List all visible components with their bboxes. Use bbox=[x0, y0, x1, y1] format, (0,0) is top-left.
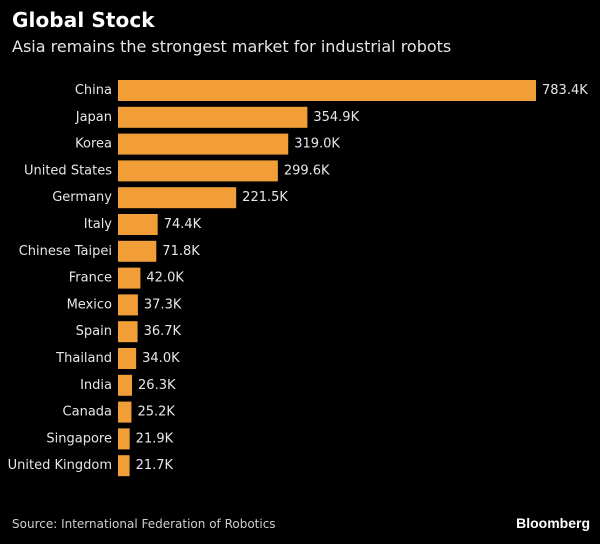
chart-subtitle: Asia remains the strongest market for in… bbox=[12, 37, 452, 56]
category-label: Germany bbox=[52, 190, 112, 205]
value-label: 71.8K bbox=[162, 244, 200, 259]
source-note: Source: International Federation of Robo… bbox=[12, 517, 276, 531]
category-label: Mexico bbox=[67, 297, 112, 312]
category-label: United Kingdom bbox=[8, 458, 112, 473]
category-label: Singapore bbox=[46, 431, 112, 446]
value-label: 37.3K bbox=[144, 297, 182, 312]
value-label: 26.3K bbox=[138, 378, 176, 393]
category-label: Japan bbox=[75, 110, 112, 125]
category-label: Korea bbox=[75, 137, 112, 152]
bar bbox=[118, 348, 137, 369]
bloomberg-logo: Bloomberg bbox=[516, 515, 590, 531]
bar bbox=[118, 374, 133, 396]
value-label: 354.9K bbox=[313, 110, 359, 125]
bar bbox=[118, 240, 157, 262]
bar bbox=[118, 160, 278, 182]
bar bbox=[118, 401, 132, 423]
value-label: 25.2K bbox=[137, 405, 175, 420]
category-label: India bbox=[80, 378, 112, 393]
value-label: 42.0K bbox=[146, 271, 184, 286]
value-label: 221.5K bbox=[242, 190, 288, 205]
category-label: United States bbox=[24, 163, 112, 178]
category-label: China bbox=[75, 83, 112, 98]
value-label: 34.0K bbox=[142, 351, 180, 366]
value-label: 36.7K bbox=[144, 324, 182, 339]
category-label: Canada bbox=[63, 405, 112, 420]
bar bbox=[118, 294, 138, 316]
value-label: 21.7K bbox=[136, 458, 174, 473]
bar bbox=[118, 267, 141, 289]
value-label: 319.0K bbox=[294, 137, 340, 152]
bar bbox=[118, 133, 289, 155]
value-label: 21.9K bbox=[136, 431, 174, 446]
value-label: 299.6K bbox=[284, 163, 330, 178]
category-label: Chinese Taipei bbox=[19, 244, 112, 259]
category-label: France bbox=[69, 271, 112, 286]
bar bbox=[118, 187, 237, 209]
category-label: Thailand bbox=[55, 351, 112, 366]
chart-title: Global Stock bbox=[12, 8, 155, 32]
bar bbox=[118, 106, 308, 128]
bar bbox=[118, 428, 130, 450]
value-label: 74.4K bbox=[164, 217, 202, 232]
value-label: 783.4K bbox=[542, 83, 588, 98]
bar bbox=[118, 455, 130, 477]
category-label: Italy bbox=[84, 217, 113, 232]
bar bbox=[118, 214, 158, 235]
bar bbox=[118, 80, 536, 101]
category-label: Spain bbox=[76, 324, 112, 339]
bar bbox=[118, 321, 138, 343]
